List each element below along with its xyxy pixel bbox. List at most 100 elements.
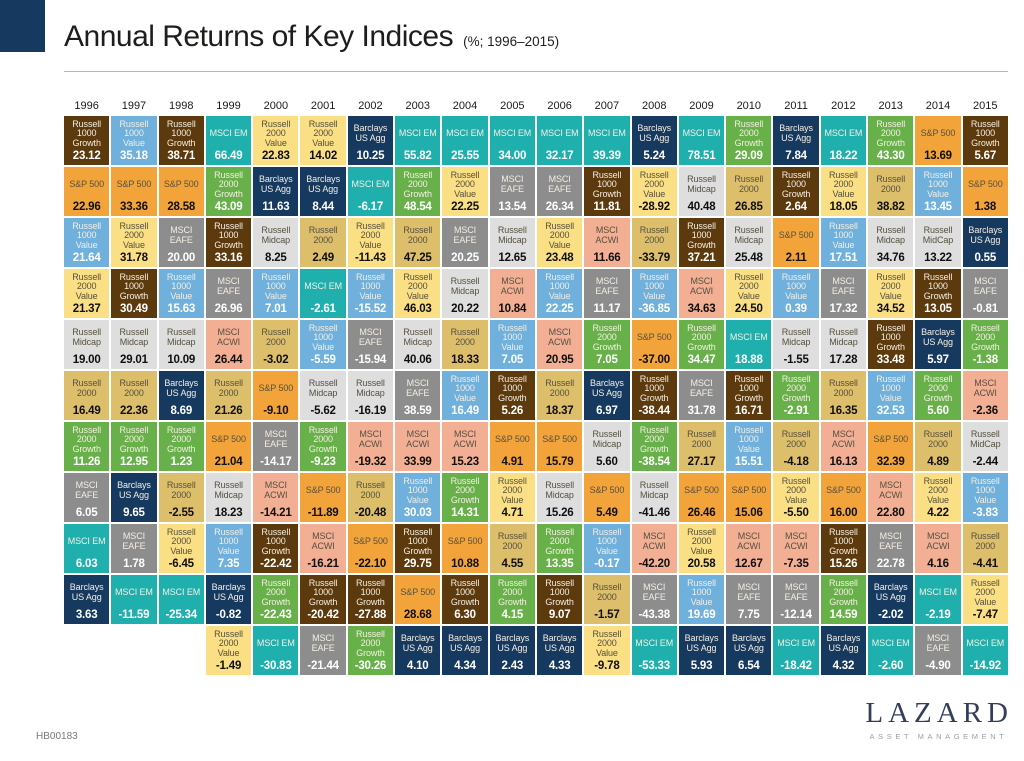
return-cell: MSCI EAFE 20.00 bbox=[158, 218, 204, 267]
index-name: Russell 2000 Growth bbox=[72, 424, 102, 454]
return-cell: Russell 2000 38.82 bbox=[868, 167, 914, 216]
return-value: -30.26 bbox=[354, 660, 387, 672]
index-name: Russell 2000 Value bbox=[497, 475, 527, 505]
return-cell: S&P 500 10.88 bbox=[442, 524, 488, 573]
index-name: MSCI ACWI bbox=[406, 429, 430, 449]
index-name: Russell 2000 Growth bbox=[403, 169, 433, 199]
return-cell: Barclays US Agg 4.32 bbox=[820, 626, 867, 675]
year-column-2009: 2009 MSCI EM 78.51 Russell Midcap 40.48 Russe… bbox=[678, 100, 725, 675]
return-value: 25.55 bbox=[451, 150, 479, 162]
index-name: MSCI EM bbox=[729, 332, 768, 343]
return-cell: Russell 2000 16.35 bbox=[820, 371, 867, 420]
index-name: Russell 1000 Growth bbox=[261, 526, 291, 556]
return-cell: Barclays US Agg 5.24 bbox=[631, 116, 677, 165]
return-value: 4.89 bbox=[927, 456, 949, 468]
return-value: 47.25 bbox=[403, 252, 432, 264]
return-cell: Barclays US Agg 6.97 bbox=[584, 371, 630, 420]
index-name: Russell 2000 Growth bbox=[308, 424, 338, 454]
return-value: -22.42 bbox=[260, 558, 292, 570]
return-value: 7.05 bbox=[501, 354, 524, 366]
return-cell: Russell 2000 Value 20.58 bbox=[678, 524, 725, 573]
index-name: Russell Midcap bbox=[119, 327, 149, 347]
year-column-2014: 2014 S&P 500 13.69 Russell 1000 Value 13.45 R… bbox=[915, 100, 961, 675]
return-value: 46.03 bbox=[403, 303, 432, 315]
year-label: 2006 bbox=[547, 100, 572, 112]
return-cell: Russell Midcap -1.55 bbox=[773, 320, 819, 369]
return-value: 6.30 bbox=[454, 609, 476, 621]
return-cell: Russell 2000 Value -11.43 bbox=[347, 218, 394, 267]
index-name: Russell 2000 bbox=[72, 378, 102, 398]
return-cell: MSCI EAFE 6.05 bbox=[64, 473, 110, 522]
return-cell: Russell 2000 Value 23.48 bbox=[536, 218, 583, 267]
return-value: -5.50 bbox=[783, 507, 809, 519]
return-cell: MSCI EM 78.51 bbox=[678, 116, 725, 165]
return-value: 32.39 bbox=[876, 456, 905, 468]
return-value: 25.48 bbox=[734, 252, 763, 264]
index-name: MSCI ACWI bbox=[264, 480, 288, 500]
index-name: Russell 2000 Growth bbox=[734, 118, 764, 148]
return-value: -0.17 bbox=[594, 558, 620, 570]
return-value: 18.88 bbox=[734, 354, 763, 366]
index-name: Russell Midcap bbox=[261, 225, 291, 245]
return-cell: MSCI EAFE 20.25 bbox=[442, 218, 488, 267]
return-value: 16.13 bbox=[829, 456, 858, 468]
index-name: Barclays US Agg bbox=[873, 582, 908, 602]
title-subtitle: (%; 1996–2015) bbox=[463, 34, 560, 49]
index-name: Russell 1000 Growth bbox=[119, 271, 149, 301]
return-cell: S&P 500 -37.00 bbox=[631, 320, 677, 369]
return-cell: Barclays US Agg 6.54 bbox=[726, 626, 772, 675]
index-name: MSCI ACWI bbox=[926, 531, 950, 551]
return-value: 26.44 bbox=[214, 354, 243, 366]
return-value: 31.78 bbox=[120, 252, 148, 264]
return-value: -2.55 bbox=[168, 507, 194, 519]
return-cell: MSCI ACWI 10.84 bbox=[489, 269, 535, 318]
return-cell: Russell 1000 Growth 5.67 bbox=[962, 116, 1008, 165]
return-value: 4.71 bbox=[501, 507, 524, 519]
return-cell: Russell 2000 Value -6.45 bbox=[158, 524, 204, 573]
return-value: 40.48 bbox=[687, 201, 716, 213]
return-value: 21.26 bbox=[214, 405, 243, 417]
return-cell: Russell 2000 2.49 bbox=[300, 218, 346, 267]
index-name: Russell 1000 Value bbox=[119, 118, 149, 148]
return-value: 5.60 bbox=[927, 405, 949, 417]
return-value: -2.02 bbox=[878, 609, 904, 621]
index-name: Russell 2000 Value bbox=[876, 271, 906, 301]
return-value: 9.65 bbox=[123, 507, 145, 519]
index-name: Russell Midcap bbox=[687, 174, 716, 194]
return-cell: Barclays US Agg 8.69 bbox=[158, 371, 204, 420]
return-cell: MSCI ACWI -7.35 bbox=[773, 524, 819, 573]
index-name: Russell Midcap bbox=[214, 480, 243, 500]
return-value: -21.44 bbox=[307, 660, 339, 672]
return-value: 2.43 bbox=[501, 660, 524, 672]
return-value: 26.85 bbox=[734, 201, 763, 213]
year-column-2004: 2004 MSCI EM 25.55 Russell 2000 Value 22.25 M… bbox=[442, 100, 488, 675]
return-cell: Russell 2000 -4.18 bbox=[773, 422, 819, 471]
return-value: 11.26 bbox=[73, 456, 101, 468]
return-cell: Russell 2000 Value 31.78 bbox=[111, 218, 157, 267]
return-value: 34.76 bbox=[876, 252, 905, 264]
return-cell: S&P 500 13.69 bbox=[915, 116, 961, 165]
return-value: 22.78 bbox=[876, 558, 905, 570]
return-cell: Russell 1000 Value 32.53 bbox=[868, 371, 914, 420]
return-cell: Russell 2000 Growth -9.23 bbox=[300, 422, 346, 471]
year-column-2001: 2001 Russell 2000 Value 14.02 Barclays US A… bbox=[300, 100, 346, 675]
return-cell: Russell 1000 Growth 15.26 bbox=[820, 524, 867, 573]
index-name: Barclays US Agg bbox=[968, 225, 1003, 245]
return-value: -16.21 bbox=[307, 558, 339, 570]
return-value: 22.25 bbox=[545, 303, 574, 315]
return-value: -2.36 bbox=[972, 405, 998, 417]
return-value: -5.62 bbox=[310, 405, 336, 417]
return-value: 20.00 bbox=[167, 252, 196, 264]
return-value: 14.02 bbox=[309, 150, 338, 162]
return-value: 21.64 bbox=[72, 252, 101, 264]
return-cell: Russell 1000 Value 17.51 bbox=[820, 218, 867, 267]
return-cell: Russell 2000 Value -28.92 bbox=[631, 167, 677, 216]
index-name: MSCI EM bbox=[446, 128, 484, 139]
return-cell: MSCI EM 55.82 bbox=[395, 116, 441, 165]
return-value: 22.96 bbox=[72, 201, 101, 213]
return-value: 10.84 bbox=[498, 303, 527, 315]
return-value: -6.17 bbox=[357, 201, 384, 213]
index-name: MSCI ACWI bbox=[548, 327, 572, 347]
index-name: Russell 2000 Value bbox=[72, 271, 102, 301]
return-cell: Barclays US Agg -0.82 bbox=[205, 575, 252, 624]
